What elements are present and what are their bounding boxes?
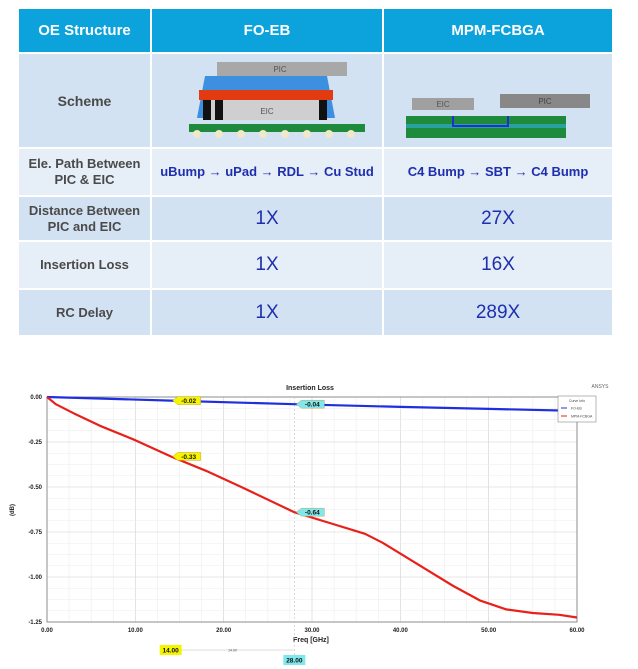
svg-text:EIC: EIC bbox=[260, 107, 274, 116]
header-mpm-fcbga: MPM-FCBGA bbox=[382, 7, 614, 54]
row-ele-path: Ele. Path Between PIC & EIC uBump → uPad… bbox=[17, 147, 614, 197]
y-tick-label: -1.25 bbox=[28, 620, 42, 626]
y-tick-label: -0.25 bbox=[28, 440, 42, 446]
x-tick-label: 50.00 bbox=[481, 628, 497, 634]
x-tick-label: 60.00 bbox=[569, 628, 585, 634]
data-marker: -0.33 bbox=[172, 452, 201, 461]
data-marker: -0.04 bbox=[296, 400, 325, 409]
chart-title: Insertion Loss bbox=[286, 385, 334, 392]
x-marker-box bbox=[283, 655, 306, 665]
mpm-fcbga-value: 16X bbox=[382, 240, 614, 290]
fo-eb-scheme-image: PIC EIC bbox=[150, 52, 384, 149]
row-distance: Distance Between PIC and EIC 1X 27X bbox=[17, 195, 614, 242]
x-tick-label: 0.00 bbox=[41, 628, 53, 634]
insertion-loss-chart: Insertion Loss ANSYS Freq [GHz] (dB) 0.0… bbox=[10, 384, 610, 665]
marker-flag bbox=[296, 508, 325, 517]
fo-eb-value: uBump → uPad → RDL → Cu Stud bbox=[150, 147, 384, 197]
marker-label: -0.33 bbox=[181, 454, 196, 461]
header-fo-eb: FO-EB bbox=[150, 7, 384, 54]
y-tick-label: -1.00 bbox=[28, 575, 42, 581]
marker-label: -0.02 bbox=[181, 398, 196, 405]
legend: Curve Info FO-EB MPM-FCBGA bbox=[557, 395, 597, 423]
header-row: OE Structure FO-EB MPM-FCBGA bbox=[17, 7, 614, 54]
marker-flag bbox=[296, 400, 325, 409]
legend-title: Curve Info bbox=[569, 399, 585, 403]
marker-label: -0.04 bbox=[305, 402, 320, 409]
x-axis-label: Freq [GHz] bbox=[293, 637, 329, 644]
marker-label: -0.64 bbox=[305, 510, 320, 517]
fo-eb-value: 1X bbox=[150, 240, 384, 290]
row-label: RC Delay bbox=[17, 288, 152, 337]
x-marker-label: 14.00 bbox=[163, 648, 180, 655]
row-label: Insertion Loss bbox=[17, 240, 152, 290]
mpm-fcbga-value: 27X bbox=[382, 195, 614, 242]
data-marker: -0.02 bbox=[172, 396, 201, 405]
series-line-fo-eb bbox=[46, 395, 578, 412]
x-marker-delta-label: 14.00 bbox=[228, 649, 237, 653]
row-insertion-loss: Insertion Loss 1X 16X bbox=[17, 240, 614, 290]
row-rc-delay: RC Delay 1X 289X bbox=[17, 288, 614, 337]
x-tick-label: 10.00 bbox=[128, 628, 144, 634]
x-tick-label: 20.00 bbox=[216, 628, 232, 634]
mpm-fcbga-value: C4 Bump → SBT → C4 Bump bbox=[382, 147, 614, 197]
marker-flag bbox=[172, 452, 201, 461]
plot-frame bbox=[46, 396, 578, 623]
row-scheme: Scheme PIC EIC EIC PIC bbox=[17, 52, 614, 149]
fo-eb-value: 1X bbox=[150, 195, 384, 242]
y-tick-label: -0.50 bbox=[28, 485, 42, 491]
y-tick-label: -0.75 bbox=[28, 530, 42, 536]
comparison-table: OE Structure FO-EB MPM-FCBGA Scheme PIC … bbox=[17, 7, 614, 337]
svg-text:EIC: EIC bbox=[436, 100, 450, 109]
svg-text:PIC: PIC bbox=[273, 65, 287, 74]
row-label: Ele. Path Between PIC & EIC bbox=[17, 147, 152, 197]
x-tick-label: 30.00 bbox=[304, 628, 320, 634]
row-label: Scheme bbox=[17, 52, 152, 149]
series-line-mpm-fcbga bbox=[46, 396, 578, 619]
mpm-fcbga-scheme-image: EIC PIC bbox=[382, 52, 614, 149]
ansys-watermark: ANSYS bbox=[592, 384, 610, 390]
x-tick-label: 40.00 bbox=[393, 628, 409, 634]
svg-text:PIC: PIC bbox=[538, 97, 552, 106]
x-marker: 14.00 bbox=[159, 645, 182, 655]
y-tick-label: 0.00 bbox=[30, 395, 42, 401]
mpm-fcbga-value: 289X bbox=[382, 288, 614, 337]
x-marker-box bbox=[159, 645, 182, 655]
y-axis-label: (dB) bbox=[10, 504, 16, 516]
marker-flag bbox=[172, 396, 201, 405]
row-label: Distance Between PIC and EIC bbox=[17, 195, 152, 242]
legend-label-mpm-fcbga: MPM-FCBGA bbox=[571, 415, 593, 419]
fo-eb-value: 1X bbox=[150, 288, 384, 337]
header-oe-structure: OE Structure bbox=[17, 7, 152, 54]
x-marker-label: 28.00 bbox=[286, 658, 303, 665]
legend-label-fo-eb: FO-EB bbox=[571, 407, 582, 411]
data-marker: -0.64 bbox=[296, 508, 325, 517]
x-marker: 28.00 bbox=[283, 655, 306, 665]
